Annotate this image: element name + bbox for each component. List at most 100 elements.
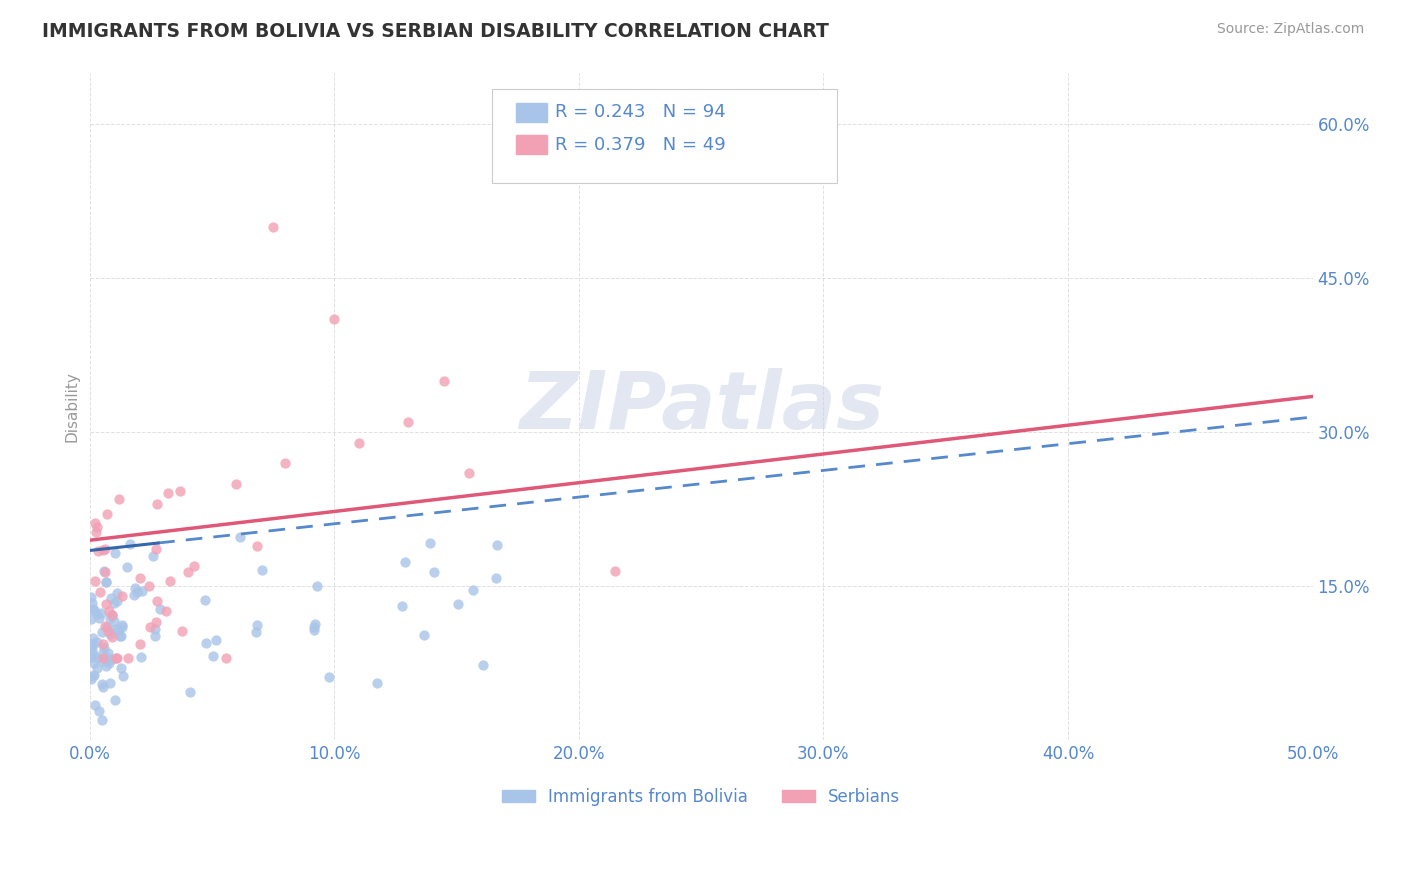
Point: [138, 578, 160, 592]
Point: [433, 374, 456, 388]
Point: [80, 650, 103, 665]
Point: [104, 692, 127, 706]
Point: [86, 520, 108, 534]
Point: [302, 620, 325, 634]
Point: [100, 591, 122, 606]
Point: [225, 476, 247, 491]
Point: [98, 656, 121, 670]
Point: [83, 648, 105, 663]
Point: [87, 704, 110, 718]
Point: [117, 651, 139, 665]
Point: [145, 542, 167, 557]
Point: [90, 606, 112, 620]
Point: [103, 614, 125, 628]
Text: R = 0.243   N = 94: R = 0.243 N = 94: [555, 103, 725, 121]
Point: [96, 574, 118, 589]
Point: [143, 622, 166, 636]
Point: [419, 536, 441, 550]
Point: [100, 651, 122, 665]
Point: [83, 656, 105, 670]
Point: [423, 565, 446, 579]
Point: [149, 602, 172, 616]
Point: [183, 559, 205, 574]
Point: [396, 415, 419, 429]
Point: [97, 624, 120, 639]
Point: [394, 555, 416, 569]
Point: [96, 620, 118, 634]
Point: [138, 620, 160, 634]
Point: [83, 516, 105, 530]
Point: [122, 588, 145, 602]
Point: [94, 659, 117, 673]
Point: [80, 612, 103, 626]
Point: [86, 661, 108, 675]
Point: [83, 668, 105, 682]
Point: [245, 624, 267, 639]
Y-axis label: Disability: Disability: [65, 371, 79, 442]
Point: [391, 599, 413, 613]
Point: [91, 637, 114, 651]
Text: R = 0.379   N = 49: R = 0.379 N = 49: [555, 136, 725, 153]
Point: [83, 603, 105, 617]
Point: [304, 617, 326, 632]
Point: [111, 589, 134, 603]
Point: [86, 607, 108, 622]
Point: [84, 698, 107, 712]
Point: [101, 607, 124, 622]
Point: [169, 484, 191, 499]
Point: [86, 650, 108, 665]
Point: [94, 541, 117, 556]
Point: [205, 632, 228, 647]
Point: [82, 601, 104, 615]
Point: [87, 544, 110, 558]
Point: [486, 537, 509, 551]
Point: [156, 485, 179, 500]
Point: [91, 713, 114, 727]
Point: [98, 627, 121, 641]
Point: [347, 435, 370, 450]
Point: [101, 608, 124, 623]
Point: [146, 594, 169, 608]
Point: [201, 648, 224, 663]
Point: [98, 676, 121, 690]
Point: [484, 571, 506, 585]
Point: [82, 636, 104, 650]
Point: [107, 624, 129, 638]
Point: [115, 559, 138, 574]
Point: [82, 643, 104, 657]
Point: [93, 640, 115, 655]
Point: [93, 564, 115, 578]
Point: [172, 624, 194, 639]
Point: [179, 684, 201, 698]
Point: [145, 615, 167, 630]
Point: [111, 618, 134, 632]
Point: [105, 586, 128, 600]
Point: [229, 530, 252, 544]
Point: [111, 669, 134, 683]
Point: [91, 680, 114, 694]
Text: IMMIGRANTS FROM BOLIVIA VS SERBIAN DISABILITY CORRELATION CHART: IMMIGRANTS FROM BOLIVIA VS SERBIAN DISAB…: [42, 22, 830, 41]
Point: [91, 542, 114, 557]
Point: [93, 651, 115, 665]
Point: [96, 650, 118, 665]
Point: [246, 618, 269, 632]
Point: [105, 651, 128, 665]
Point: [129, 650, 152, 665]
Point: [86, 525, 108, 540]
Point: [155, 603, 177, 617]
Point: [110, 629, 132, 643]
Point: [86, 635, 108, 649]
Point: [98, 611, 121, 625]
Point: [142, 549, 165, 563]
Text: Source: ZipAtlas.com: Source: ZipAtlas.com: [1216, 22, 1364, 37]
Point: [246, 539, 269, 553]
Point: [131, 584, 153, 599]
Point: [80, 672, 103, 686]
Point: [89, 585, 111, 599]
Point: [87, 611, 110, 625]
Point: [97, 646, 120, 660]
Point: [110, 629, 132, 643]
Point: [91, 646, 114, 660]
Point: [143, 629, 166, 643]
Point: [318, 670, 340, 684]
